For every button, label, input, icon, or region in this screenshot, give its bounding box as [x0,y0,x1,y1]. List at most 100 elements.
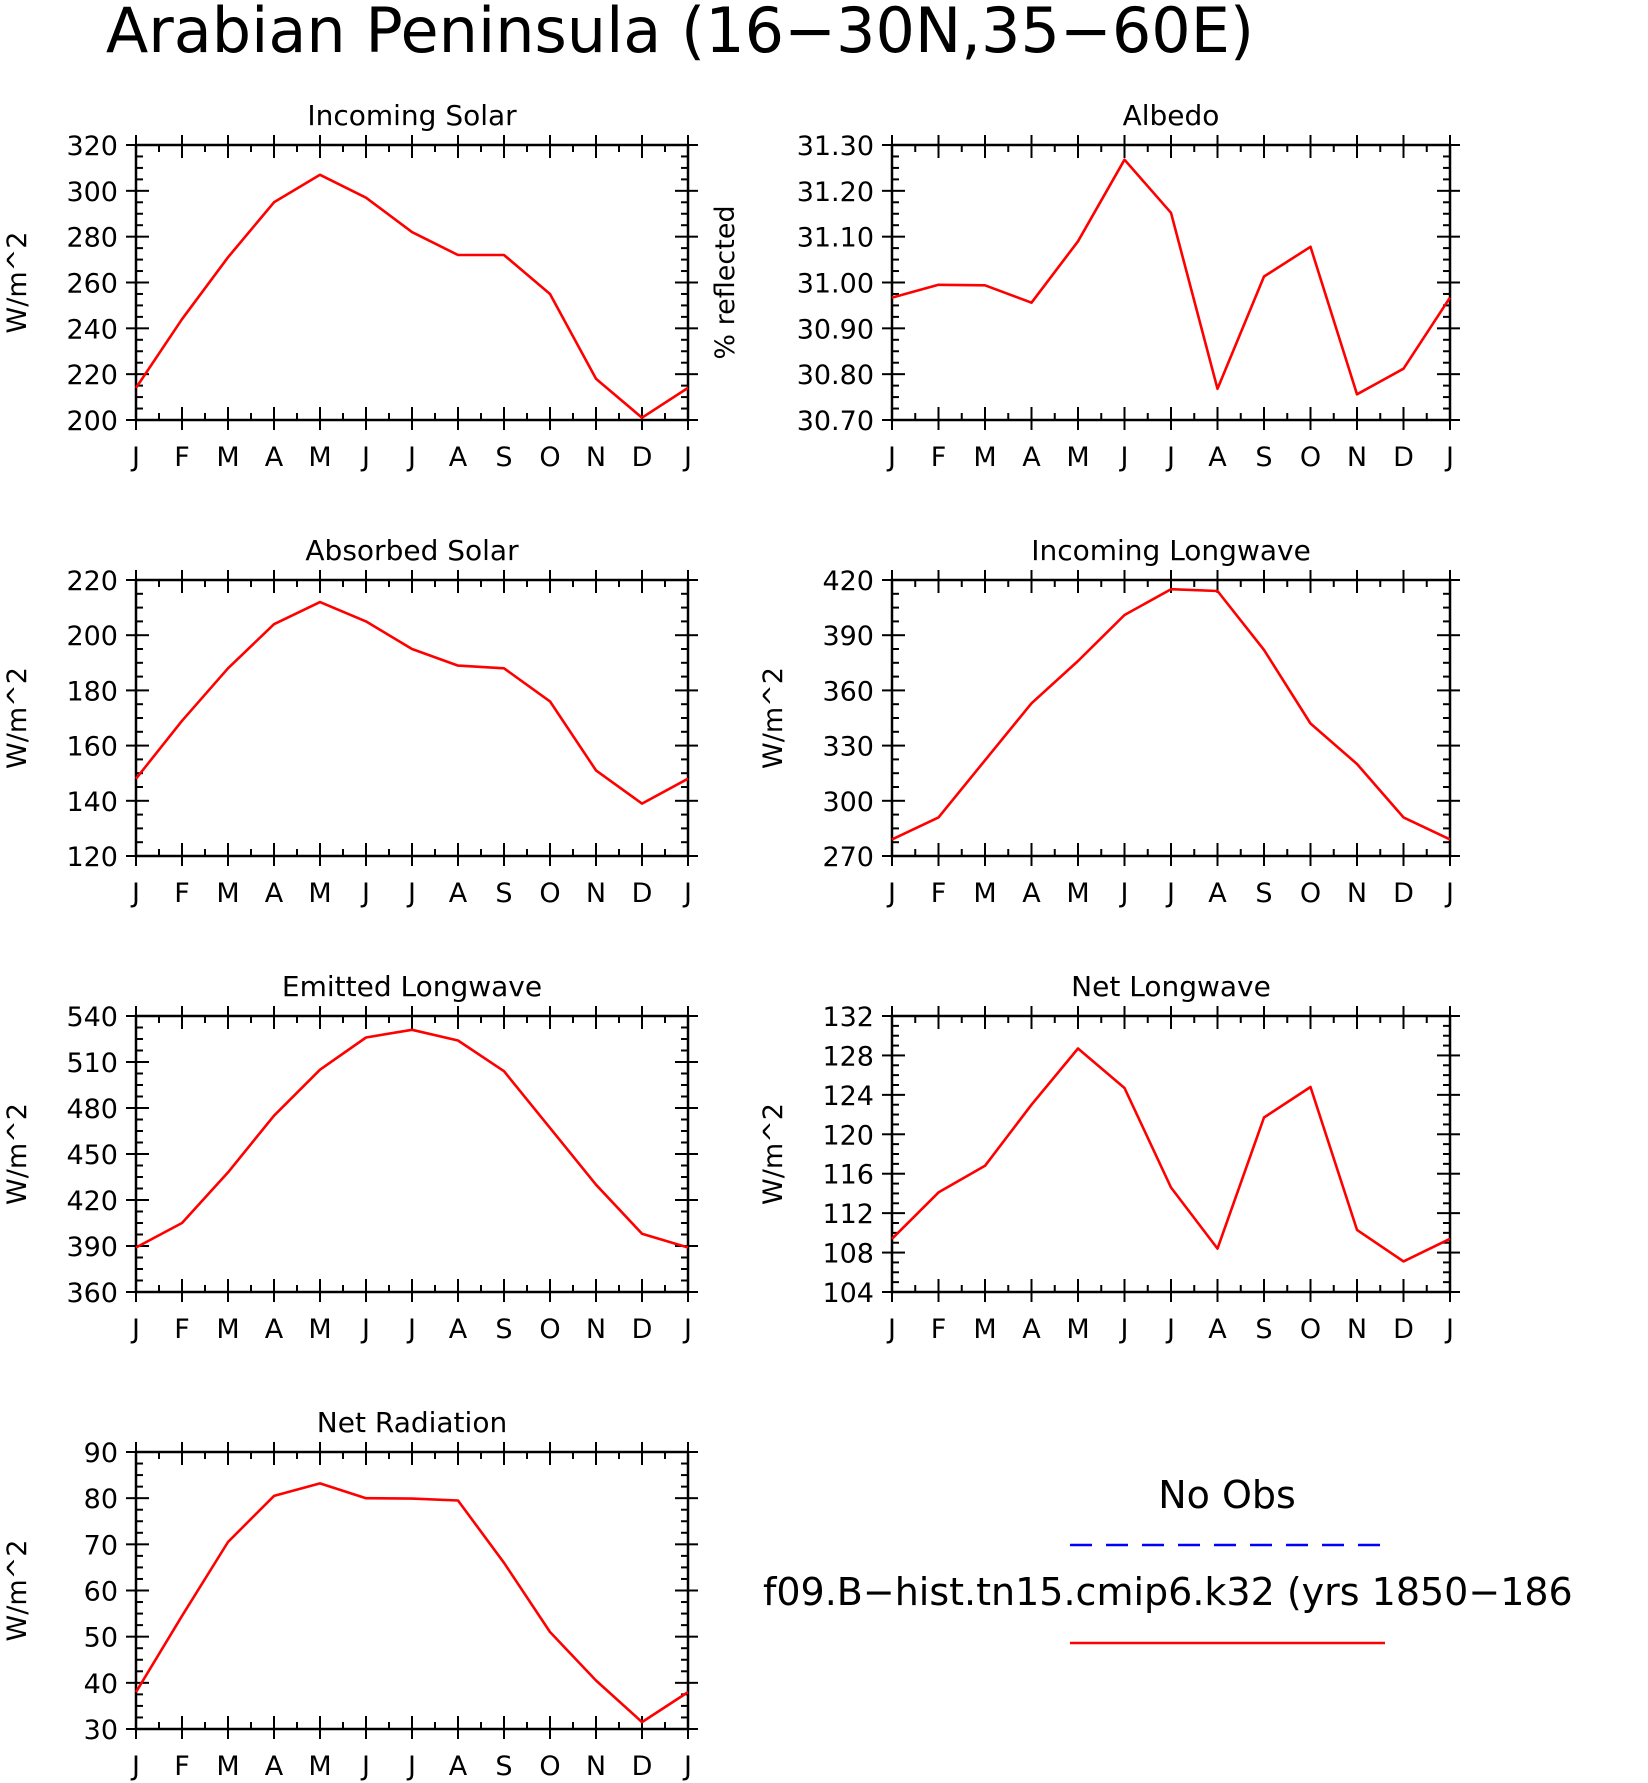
x-tick-label: A [449,1314,468,1345]
y-tick-label: 40 [84,1669,118,1700]
plot-frame [890,1014,1452,1294]
x-tick-label: N [586,1751,606,1782]
x-tick-label: N [586,1314,606,1345]
y-tick-label: 220 [66,360,118,391]
x-tick-label: J [360,1314,370,1345]
y-tick-label: 160 [66,732,118,763]
x-tick-label: J [1165,1314,1175,1345]
x-tick-label: A [265,442,284,473]
x-tick-label: N [1347,878,1367,909]
y-tick-label: 480 [66,1094,118,1125]
y-tick-label: 120 [66,842,118,873]
y-tick-label: 360 [66,1278,118,1309]
x-tick-label: D [632,1751,653,1782]
x-tick-label: J [360,878,370,909]
x-tick-label: M [308,878,331,909]
y-tick-label: 330 [822,732,874,763]
x-tick-label: O [539,1314,560,1345]
x-tick-label: J [130,442,140,473]
y-tick-label: 108 [822,1239,874,1270]
y-tick-label: 60 [84,1577,118,1608]
x-tick-label: M [973,878,996,909]
x-tick-label: D [1393,442,1414,473]
y-tick-label: 420 [66,1186,118,1217]
y-tick-label: 390 [66,1232,118,1263]
x-tick-label: F [174,1314,190,1345]
x-tick-label: M [1066,442,1089,473]
series-line [891,587,1451,841]
x-tick-label: A [1022,1314,1041,1345]
x-tick-label: J [682,442,692,473]
x-tick-label: M [308,1314,331,1345]
legend-model-label: f09.B−hist.tn15.cmip6.k32 (yrs 1850−186 [763,1570,1573,1614]
x-tick-label: D [632,878,653,909]
y-tick-label: 30 [84,1715,118,1746]
y-tick-label: 70 [84,1530,118,1561]
x-tick-label: J [886,1314,896,1345]
x-tick-label: A [449,442,468,473]
x-tick-label: A [1208,1314,1227,1345]
plot-frame [134,143,690,422]
x-tick-label: A [1022,878,1041,909]
y-axis-label: W/m^2 [2,667,33,769]
plot-frame [134,578,690,858]
x-tick-label: M [216,1314,239,1345]
x-tick-label: J [130,1751,140,1782]
x-tick-label: J [130,878,140,909]
x-tick-label: J [886,442,896,473]
x-tick-label: A [1208,878,1227,909]
panel-title: Incoming Solar [307,99,517,132]
y-tick-label: 120 [822,1120,874,1151]
figure-title: Arabian Peninsula (16−30N,35−60E) [106,0,1254,67]
y-tick-label: 540 [66,1002,118,1033]
plot-frame [134,1014,690,1294]
y-axis-label: W/m^2 [2,1540,33,1642]
panel-1: J F M A M J J A S O N D J200220240260280300320Incomi… [2,99,698,473]
y-tick-label: 200 [66,406,118,437]
x-tick-label: M [308,442,331,473]
y-tick-label: 31.10 [797,223,874,254]
y-tick-label: 240 [66,314,118,345]
x-tick-label: O [539,1751,560,1782]
y-tick-label: 132 [822,1002,874,1033]
series-line [135,1028,689,1249]
x-tick-label: A [449,878,468,909]
x-tick-label: F [174,442,190,473]
series-line [134,173,689,420]
panel-title: Net Longwave [1071,970,1271,1003]
plot-frame [890,578,1452,858]
x-tick-label: N [1347,442,1367,473]
x-tick-label: S [495,878,512,909]
y-tick-label: 31.20 [797,177,874,208]
x-tick-label: J [1444,442,1454,473]
y-tick-label: 200 [66,621,118,652]
x-tick-label: F [931,442,947,473]
x-tick-label: F [931,878,947,909]
x-tick-label: A [265,1751,284,1782]
x-tick-label: J [682,1314,692,1345]
x-tick-label: O [539,442,560,473]
x-tick-label: J [1165,442,1175,473]
x-tick-label: S [1255,1314,1272,1345]
y-tick-label: 31.30 [797,131,874,162]
y-tick-label: 450 [66,1140,118,1171]
y-axis-label: W/m^2 [758,1103,789,1205]
y-tick-label: 270 [822,842,874,873]
y-tick-label: 124 [822,1081,874,1112]
x-tick-label: S [1255,878,1272,909]
x-tick-label: J [1119,1314,1129,1345]
y-tick-label: 31.00 [797,269,874,300]
x-tick-label: M [973,1314,996,1345]
x-tick-label: O [1300,442,1321,473]
y-tick-label: 30.70 [797,406,874,437]
x-tick-label: M [216,878,239,909]
x-tick-label: J [1165,878,1175,909]
x-tick-label: J [682,878,692,909]
y-tick-label: 510 [66,1048,118,1079]
x-tick-label: F [174,878,190,909]
panel-4: J F M A M J J A S O N D J270300330360390420Incoming … [758,534,1460,909]
x-tick-label: J [360,1751,370,1782]
x-tick-label: S [495,1314,512,1345]
x-tick-label: J [406,1314,416,1345]
